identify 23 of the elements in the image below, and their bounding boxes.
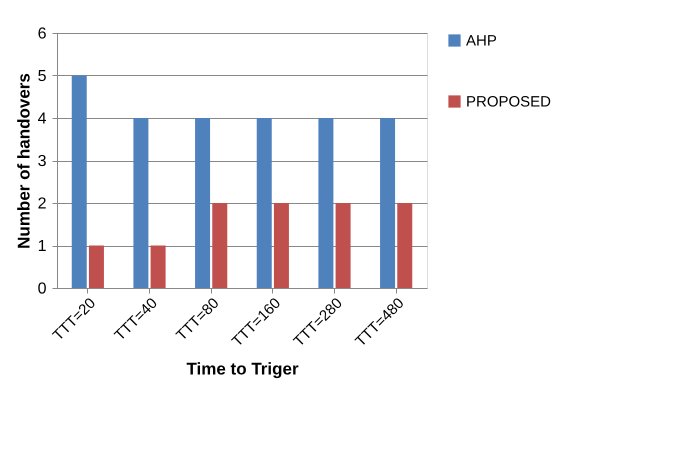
y-tick-label: 6 <box>38 26 47 42</box>
bar <box>274 203 289 288</box>
bar <box>336 203 351 288</box>
y-tick-label: 2 <box>38 196 47 212</box>
bar <box>195 118 210 288</box>
y-axis-title: Number of handovers <box>14 73 34 249</box>
y-tick-label: 3 <box>38 153 47 170</box>
bar <box>72 76 87 288</box>
y-tick-label: 0 <box>38 280 47 298</box>
bar <box>150 246 166 288</box>
y-tick-label: 5 <box>38 68 47 85</box>
x-axis-title: Time to Triger <box>186 359 299 378</box>
legend-label: PROPOSED <box>466 94 552 110</box>
y-tick-label: 4 <box>38 110 47 128</box>
bar <box>212 203 228 288</box>
y-tick-label: 1 <box>38 238 47 255</box>
legend-label: AHP <box>466 32 497 50</box>
bar <box>133 118 148 288</box>
bar <box>380 118 396 288</box>
bar <box>318 118 334 288</box>
bar <box>397 203 412 288</box>
bar <box>256 118 272 288</box>
bar <box>88 246 104 288</box>
